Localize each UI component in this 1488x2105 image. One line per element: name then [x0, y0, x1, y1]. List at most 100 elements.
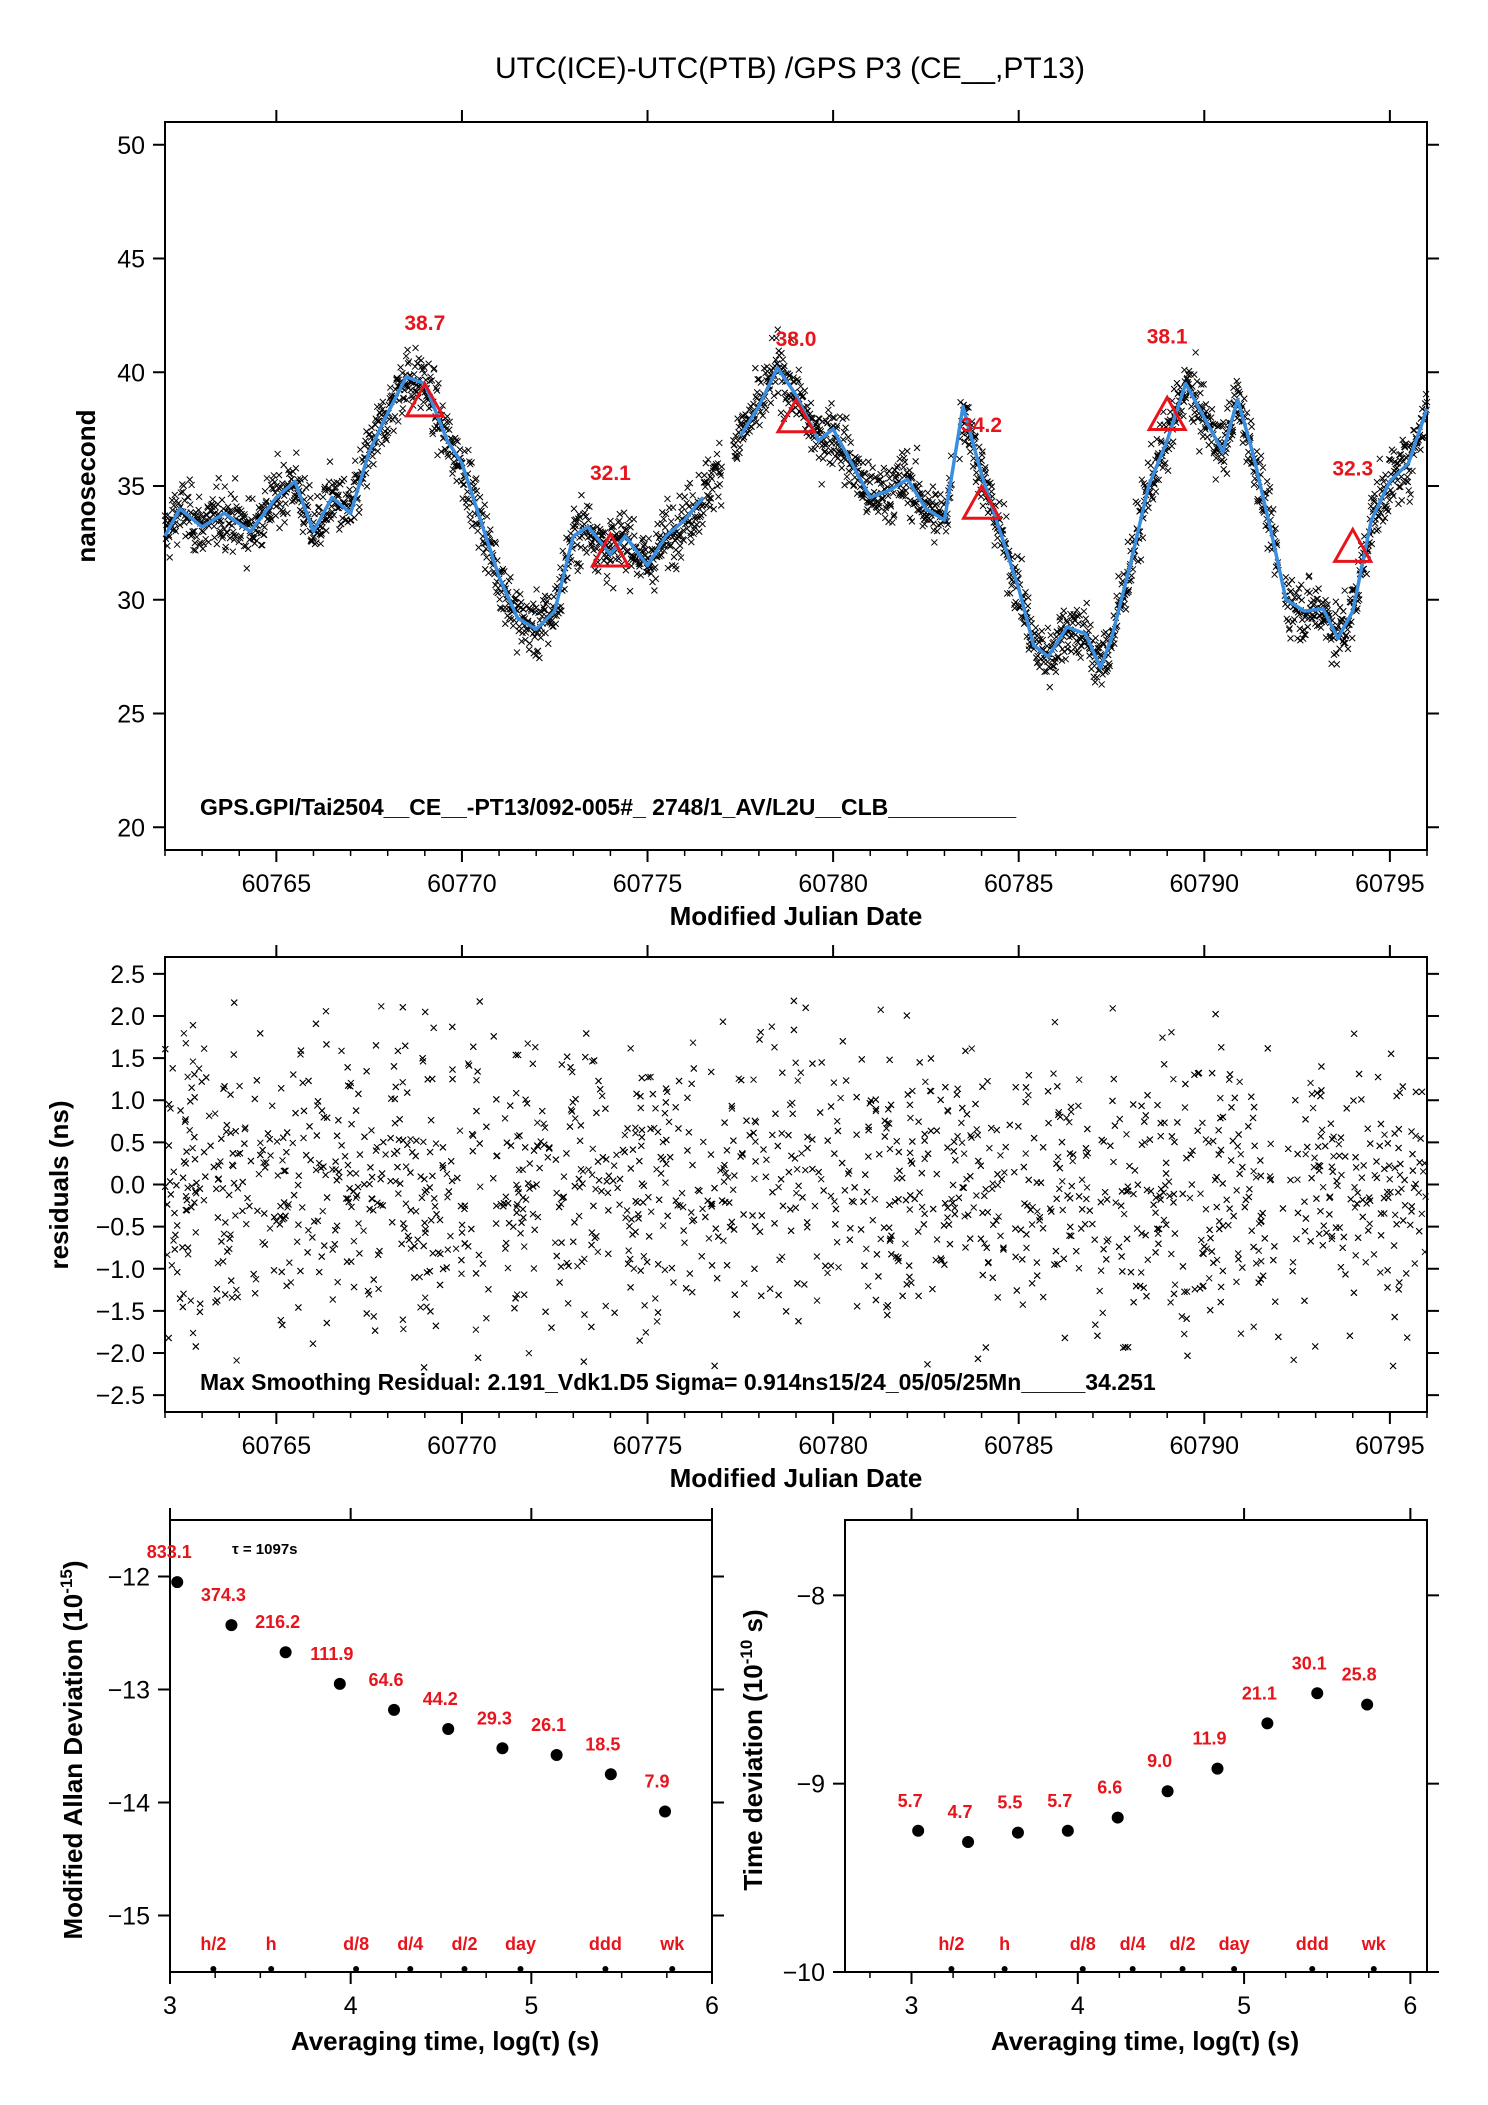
data-point: [1220, 465, 1228, 473]
residual-point: [172, 1231, 179, 1239]
residual-point: [1137, 1269, 1145, 1276]
data-point: [417, 356, 425, 364]
residual-point: [1287, 1176, 1294, 1184]
data-point: [531, 633, 539, 641]
residual-point: [256, 1151, 264, 1159]
data-point: [1155, 476, 1163, 484]
residual-point: [1380, 1210, 1388, 1217]
residual-point: [378, 1170, 386, 1177]
data-point: [927, 516, 934, 524]
residual-point: [519, 1166, 527, 1173]
data-point: [322, 527, 330, 534]
data-point: [1333, 660, 1341, 668]
x-tick-label: 60780: [798, 870, 868, 898]
data-point: [225, 520, 232, 527]
residual-point: [246, 1202, 253, 1210]
data-point: [420, 363, 428, 371]
data-point: [660, 547, 668, 555]
residual-point: [472, 1270, 480, 1277]
data-point: [232, 532, 239, 540]
residual-point: [1237, 1150, 1245, 1158]
data-point: [1381, 514, 1389, 522]
residual-point: [260, 1210, 268, 1217]
residual-point: [1189, 1147, 1196, 1155]
data-point: [1148, 493, 1156, 501]
residual-point: [729, 1186, 737, 1194]
x-tick-label: 60770: [427, 1432, 497, 1460]
residual-point: [363, 1310, 371, 1317]
residual-point: [1387, 1050, 1395, 1058]
data-point: [435, 379, 442, 387]
residual-point: [221, 1291, 229, 1298]
residual-point: [865, 1123, 872, 1131]
residual-point: [662, 1099, 670, 1106]
data-point: [652, 530, 660, 538]
data-point: [903, 447, 911, 455]
residual-point: [1358, 1174, 1366, 1182]
residual-point: [1058, 1177, 1066, 1185]
residual-point: [305, 1077, 312, 1085]
residual-point: [662, 1179, 669, 1187]
data-point: [501, 620, 509, 628]
residual-point: [306, 1123, 313, 1130]
data-point: [326, 458, 334, 465]
residual-point: [1178, 1313, 1186, 1320]
residual-point: [794, 1077, 802, 1084]
residual-point: [633, 1090, 640, 1098]
data-point: [1073, 606, 1081, 614]
data-point: [1000, 500, 1008, 508]
residual-point: [907, 1114, 914, 1122]
data-point: [879, 495, 887, 502]
data-point: [1266, 483, 1274, 491]
residual-point: [1391, 1211, 1399, 1219]
data-point: [1161, 459, 1169, 467]
data-point: [390, 427, 397, 435]
residual-point: [903, 1012, 911, 1019]
data-point: [850, 481, 858, 489]
residual-point: [184, 1244, 192, 1252]
residual-point: [659, 1138, 667, 1146]
residual-point: [1376, 1142, 1384, 1150]
residual-point: [230, 1051, 238, 1058]
data-point: [890, 511, 898, 519]
residual-point: [802, 1004, 810, 1012]
data-point: [1137, 556, 1145, 564]
residual-point: [1055, 1108, 1063, 1116]
data-point: [574, 567, 582, 575]
residual-point: [220, 1085, 227, 1093]
mean-marker: [961, 483, 1003, 520]
data-point: [683, 499, 690, 507]
residual-point: [1206, 1306, 1214, 1314]
residual-point: [1096, 1287, 1104, 1295]
residual-point: [534, 1213, 542, 1221]
data-point: [736, 444, 744, 451]
data-point: [1209, 420, 1217, 428]
data-point: [830, 446, 838, 454]
residual-point: [560, 1173, 568, 1181]
residual-point: [789, 1110, 797, 1118]
data-point: [275, 471, 283, 479]
data-point: [1230, 384, 1237, 392]
residual-point: [881, 1133, 889, 1140]
residual-point: [775, 1183, 782, 1191]
data-point: [1006, 589, 1014, 597]
residual-point: [221, 1219, 229, 1226]
data-point: [674, 514, 682, 522]
residual-point: [1235, 1131, 1243, 1138]
residual-point: [315, 1268, 323, 1276]
data-point: [859, 459, 867, 467]
residual-point: [916, 1189, 924, 1196]
y-tick-label: 50: [117, 132, 145, 160]
residual-point: [815, 1168, 823, 1176]
residual-point: [763, 1156, 770, 1164]
residual-point: [1250, 1323, 1258, 1331]
data-point: [717, 471, 725, 479]
data-point: [417, 404, 425, 412]
data-point: [796, 388, 804, 396]
residual-point: [189, 1144, 196, 1152]
mean-marker: [775, 396, 817, 434]
residual-point: [1115, 1243, 1123, 1251]
data-point: [889, 489, 897, 497]
data-point: [1233, 377, 1241, 385]
data-point: [1062, 655, 1070, 663]
